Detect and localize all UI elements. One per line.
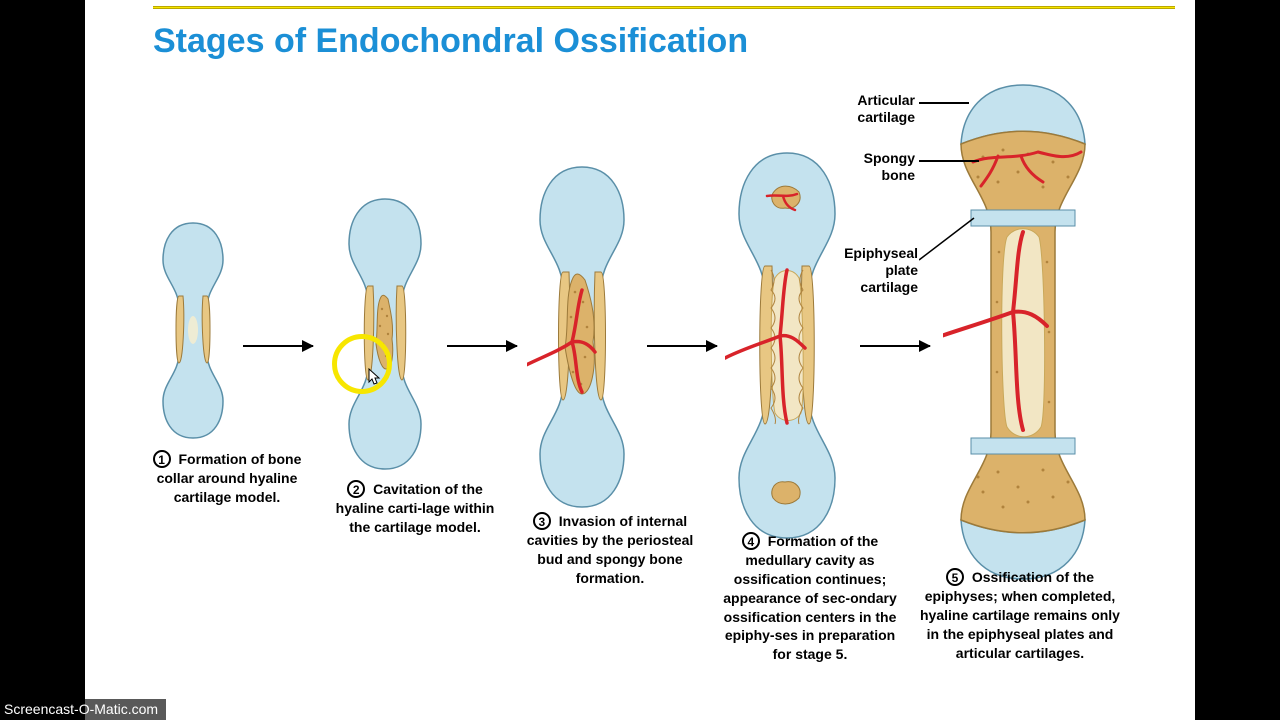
bone-stage-4 [725, 148, 850, 543]
label-spongy-text: Spongy bone [864, 150, 915, 183]
label-spongy: Spongy bone [841, 150, 915, 184]
num-4: 4 [742, 532, 760, 550]
bone-stage-3 [527, 162, 637, 512]
num-5: 5 [946, 568, 964, 586]
caption-3-text: Invasion of internal cavities by the per… [527, 513, 694, 586]
caption-4: 4 Formation of the medullary cavity as o… [715, 532, 905, 664]
bone-stage-2 [338, 194, 433, 474]
bone-stage-1 [153, 218, 233, 443]
num-3: 3 [533, 512, 551, 530]
arrow-3-4 [647, 345, 717, 347]
cursor-icon [368, 368, 382, 386]
label-epiphyseal: Epiphyseal plate cartilage [835, 245, 918, 295]
slide-title: Stages of Endochondral Ossification [153, 22, 748, 61]
highlight-ring [332, 334, 392, 394]
caption-4-text: Formation of the medullary cavity as oss… [723, 533, 897, 662]
label-epiphyseal-text: Epiphyseal plate cartilage [844, 245, 918, 295]
accent-bar [153, 6, 1175, 9]
arrow-2-3 [447, 345, 517, 347]
label-articular: Articular cartilage [841, 92, 915, 126]
lead-spongy [919, 160, 979, 162]
label-articular-text: Articular cartilage [857, 92, 915, 125]
arrow-4-5 [860, 345, 930, 347]
caption-1: 1 Formation of bone collar around hyalin… [147, 450, 307, 507]
caption-1-text: Formation of bone collar around hyaline … [157, 451, 302, 505]
diagram-area: Articular cartilage Spongy bone Epiphyse… [85, 70, 1195, 690]
num-1: 1 [153, 450, 171, 468]
caption-3: 3 Invasion of internal cavities by the p… [525, 512, 695, 588]
watermark: Screencast-O-Matic.com [0, 699, 166, 720]
bone-stage-5 [943, 82, 1103, 582]
caption-2: 2 Cavitation of the hyaline carti-lage w… [330, 480, 500, 537]
num-2: 2 [347, 480, 365, 498]
lead-articular [919, 102, 969, 104]
slide: Stages of Endochondral Ossification [85, 0, 1195, 720]
arrow-1-2 [243, 345, 313, 347]
caption-5: 5 Ossification of the epiphyses; when co… [920, 568, 1120, 662]
lead-epiphyseal [919, 210, 979, 270]
